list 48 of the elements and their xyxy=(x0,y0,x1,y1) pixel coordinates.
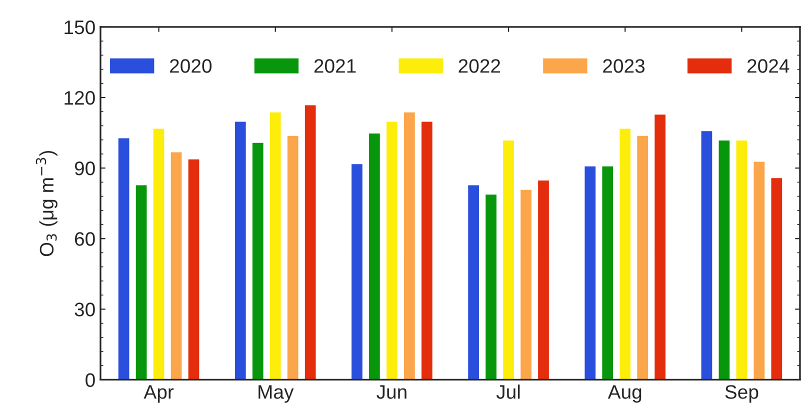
bar xyxy=(234,120,248,380)
bar xyxy=(169,150,184,380)
bar xyxy=(519,188,533,380)
y-axis-title: O$_{3}$ (μg m$^{−3}$) xyxy=(36,150,58,256)
legend-label: 2024 xyxy=(747,59,790,73)
legend-label: 2023 xyxy=(603,59,645,73)
bar xyxy=(304,104,318,380)
bar xyxy=(385,120,399,380)
bar xyxy=(286,134,300,380)
bar xyxy=(350,162,364,380)
bar xyxy=(618,127,632,380)
bar xyxy=(186,158,201,380)
bar xyxy=(734,139,749,380)
bar xyxy=(484,193,498,380)
x-tick-label: Jul xyxy=(496,384,520,399)
y-tick-label: 90 xyxy=(74,162,95,176)
bar xyxy=(502,139,516,380)
x-tick-label: Sep xyxy=(725,385,758,403)
bar xyxy=(368,132,382,380)
y-tick-label: 60 xyxy=(75,232,95,246)
x-tick-label: Jun xyxy=(376,385,406,399)
x-tick-label: Apr xyxy=(144,385,174,403)
bar xyxy=(717,139,732,380)
y-tick-label: 150 xyxy=(64,20,95,34)
legend-label: 2020 xyxy=(170,59,212,73)
bar xyxy=(402,110,416,380)
bar xyxy=(134,184,148,380)
bar xyxy=(583,165,597,380)
bar xyxy=(752,160,766,380)
y-tick-label: 120 xyxy=(64,90,95,105)
bar xyxy=(653,113,667,380)
y-tick-label: 0 xyxy=(86,373,95,387)
bar xyxy=(636,134,650,380)
y-tick-label: 30 xyxy=(74,302,95,316)
bar xyxy=(600,165,614,380)
bar xyxy=(536,179,550,380)
bar xyxy=(700,130,714,380)
legend-label: 2022 xyxy=(458,59,500,73)
x-tick-label: May xyxy=(258,385,294,403)
bar xyxy=(251,142,265,380)
bar xyxy=(152,127,166,380)
bar xyxy=(466,184,480,380)
bar xyxy=(420,120,434,380)
bar xyxy=(770,176,784,380)
legend-label: 2021 xyxy=(314,59,356,73)
x-tick-label: Aug xyxy=(608,385,642,403)
bar xyxy=(117,136,131,380)
bar xyxy=(268,110,282,380)
